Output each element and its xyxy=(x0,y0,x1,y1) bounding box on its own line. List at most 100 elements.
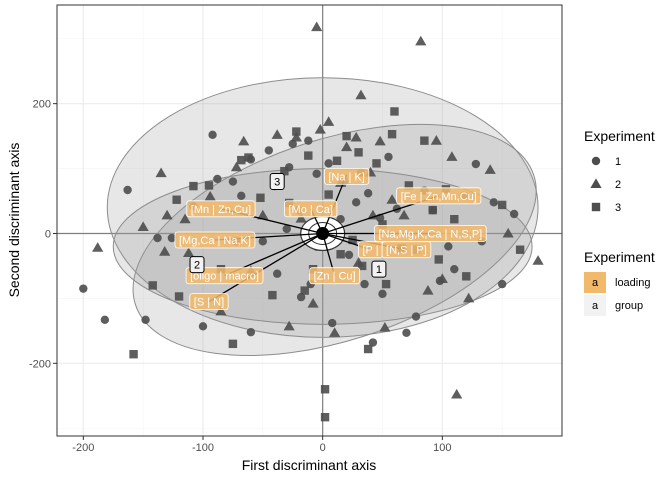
point-exp-1 xyxy=(153,233,162,243)
point-exp-2 xyxy=(532,255,544,265)
point-exp-2 xyxy=(230,161,243,172)
loading-label-box xyxy=(186,200,256,218)
point-exp-1 xyxy=(304,136,313,145)
y-tick-label: -200 xyxy=(29,358,51,370)
point-exp-2 xyxy=(161,209,173,220)
point-exp-3 xyxy=(228,339,238,349)
group-label-text: 2 xyxy=(194,260,200,272)
loading-label: [Na | K] xyxy=(323,167,370,185)
loading-label-text: [Fe | Zn,Mn,Cu] xyxy=(401,191,477,203)
loading-label-box xyxy=(189,293,229,311)
point-exp-3 xyxy=(354,148,363,157)
point-exp-3 xyxy=(304,151,313,160)
point-exp-2 xyxy=(446,151,458,161)
point-exp-3 xyxy=(237,155,246,165)
point-exp-1 xyxy=(79,284,88,293)
point-exp-2 xyxy=(436,273,448,283)
point-exp-2 xyxy=(374,135,386,146)
point-exp-1 xyxy=(489,198,498,207)
point-exp-2 xyxy=(283,320,295,331)
loading-label-text: [S | N] xyxy=(194,297,224,309)
point-exp-1 xyxy=(167,233,177,243)
point-exp-1 xyxy=(141,315,150,325)
point-exp-3 xyxy=(189,181,198,191)
point-exp-2 xyxy=(329,327,341,337)
point-exp-1 xyxy=(213,174,222,184)
point-exp-3 xyxy=(174,292,184,301)
point-exp-3 xyxy=(280,166,289,176)
point-exp-2 xyxy=(257,209,269,220)
point-exp-2 xyxy=(295,212,307,223)
point-exp-3 xyxy=(363,344,373,354)
group-label-box xyxy=(269,173,285,191)
point-exp-3 xyxy=(348,235,357,245)
loading-label: [Mn | Zn,Cu] xyxy=(186,200,256,218)
legend-fill-label: group xyxy=(615,300,643,312)
point-exp-2 xyxy=(451,388,463,399)
point-exp-1 xyxy=(378,289,387,299)
point-exp-3 xyxy=(390,107,399,116)
x-axis-title: First discriminant axis xyxy=(242,457,377,473)
legend-shape-keys: 1 2 3 xyxy=(590,156,621,214)
point-exp-1 xyxy=(100,315,110,325)
point-exp-1 xyxy=(237,191,246,201)
point-exp-3 xyxy=(515,245,525,254)
data-points xyxy=(79,21,544,422)
loading-label-box xyxy=(185,267,264,285)
point-exp-3 xyxy=(381,279,391,289)
point-exp-3 xyxy=(300,286,309,295)
legend-shape-label: 2 xyxy=(615,179,621,191)
loading-label-box xyxy=(323,167,370,185)
loading-label-box xyxy=(374,225,487,242)
y-tick-label: 200 xyxy=(33,99,51,111)
point-exp-3 xyxy=(378,220,387,229)
legend-shape-3: 3 xyxy=(591,202,621,214)
x-tick-label: -200 xyxy=(72,442,94,454)
legend-shape-title: Experiment xyxy=(584,128,655,144)
loading-origin xyxy=(316,226,330,240)
point-exp-1 xyxy=(228,177,238,186)
y-tick-label: 0 xyxy=(45,228,51,240)
point-exp-3 xyxy=(148,281,157,290)
point-exp-2 xyxy=(422,285,434,295)
point-exp-2 xyxy=(463,292,475,303)
point-exp-1 xyxy=(282,224,291,234)
legend-fill-key: a xyxy=(592,300,599,312)
point-exp-1 xyxy=(444,242,453,251)
group-label-text: 3 xyxy=(274,177,280,189)
group-label-1: 1 xyxy=(371,260,387,278)
point-exp-3 xyxy=(420,136,429,145)
loading-label-text: [P | xyxy=(362,245,378,257)
point-exp-3 xyxy=(324,190,333,199)
legend-shape-label: 3 xyxy=(615,202,621,214)
point-exp-3 xyxy=(404,181,414,190)
point-exp-2 xyxy=(430,135,442,145)
point-exp-1 xyxy=(258,237,268,246)
loading-label: [N,S | P] xyxy=(381,241,432,259)
point-exp-1 xyxy=(509,209,519,219)
point-exp-1 xyxy=(368,338,378,347)
point-exp-1 xyxy=(296,292,306,302)
x-tick-label: 0 xyxy=(320,442,326,454)
legend-shape-label: 1 xyxy=(615,156,621,168)
point-exp-1 xyxy=(264,146,274,155)
x-tick-label: -100 xyxy=(192,442,214,454)
legend-shape-2: 2 xyxy=(590,178,621,191)
loading-label-box xyxy=(381,241,432,259)
point-exp-1 xyxy=(324,159,333,168)
loading-label: [Na,Mg,K,Ca | N,S,P] xyxy=(374,225,487,242)
point-exp-3 xyxy=(434,255,443,264)
loading-vectors: [Fe | Zn,Mn,Cu] [Na | K] [Mn | Zn,Cu] [Mo |… xyxy=(174,167,487,311)
point-exp-1 xyxy=(360,279,369,289)
group-label-box xyxy=(189,256,205,274)
loading-label: [P | xyxy=(358,241,383,259)
legend-triangle xyxy=(590,178,602,188)
point-exp-2 xyxy=(340,141,353,152)
point-exp-2 xyxy=(137,221,149,232)
loading-label-box xyxy=(309,267,361,285)
point-exp-2 xyxy=(204,190,216,201)
point-exp-3 xyxy=(320,385,330,394)
point-exp-3 xyxy=(372,159,381,168)
point-exp-3 xyxy=(428,205,437,215)
